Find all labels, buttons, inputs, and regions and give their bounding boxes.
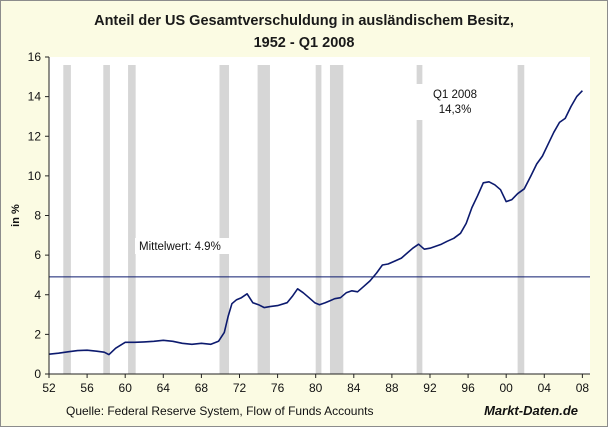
- y-tick-label-6: 12: [28, 129, 42, 143]
- recession-band-1: [103, 65, 110, 374]
- x-tick-label-9: 88: [385, 381, 399, 395]
- annotation-line-0: Q1 2008: [433, 89, 477, 101]
- x-tick-label-3: 64: [157, 381, 171, 395]
- chart-title-line-1: Anteil der US Gesamtverschuldung in ausl…: [94, 13, 514, 29]
- recession-band-5: [315, 65, 322, 374]
- x-tick-label-7: 80: [309, 381, 323, 395]
- annotation-bg: [410, 84, 490, 120]
- mean-label: Mittelwert: 4.9%: [139, 241, 221, 253]
- x-tick-label-2: 60: [119, 381, 133, 395]
- y-tick-label-0: 0: [34, 367, 41, 381]
- y-tick-label-3: 6: [34, 248, 41, 262]
- recession-band-3: [219, 65, 230, 374]
- x-tick-label-8: 84: [347, 381, 361, 395]
- recession-band-4: [257, 65, 270, 374]
- x-tick-label-4: 68: [195, 381, 209, 395]
- y-tick-label-1: 2: [34, 327, 41, 341]
- x-tick-label-12: 00: [500, 381, 514, 395]
- x-tick-label-14: 08: [576, 381, 590, 395]
- recession-band-6: [329, 65, 344, 374]
- chart-title: Anteil der US Gesamtverschuldung in ausl…: [0, 10, 608, 54]
- y-tick-label-7: 14: [28, 90, 42, 104]
- x-tick-label-6: 76: [271, 381, 285, 395]
- x-tick-label-5: 72: [233, 381, 247, 395]
- recession-band-0: [63, 65, 71, 374]
- mean-label-bg: [135, 238, 235, 254]
- x-tick-label-1: 56: [80, 381, 94, 395]
- y-axis-label: in %: [10, 204, 22, 227]
- x-tick-label-0: 52: [42, 381, 56, 395]
- brand-logo-text: Markt-Daten.de: [484, 403, 578, 418]
- recession-band-2: [128, 65, 136, 374]
- x-tick-label-10: 92: [423, 381, 437, 395]
- recession-band-7: [416, 65, 423, 374]
- recession-band-8: [517, 65, 525, 374]
- source-note: Quelle: Federal Reserve System, Flow of …: [66, 404, 374, 418]
- y-tick-label-8: 16: [28, 50, 42, 64]
- x-tick-label-13: 04: [538, 381, 552, 395]
- x-tick-label-11: 96: [461, 381, 475, 395]
- y-tick-label-5: 10: [28, 169, 42, 183]
- annotation-line-1: 14,3%: [439, 104, 472, 116]
- chart-title-line-2: 1952 - Q1 2008: [253, 35, 355, 51]
- series-line-0: [48, 90, 583, 356]
- y-tick-label-4: 8: [34, 209, 41, 223]
- y-tick-label-2: 4: [34, 288, 41, 302]
